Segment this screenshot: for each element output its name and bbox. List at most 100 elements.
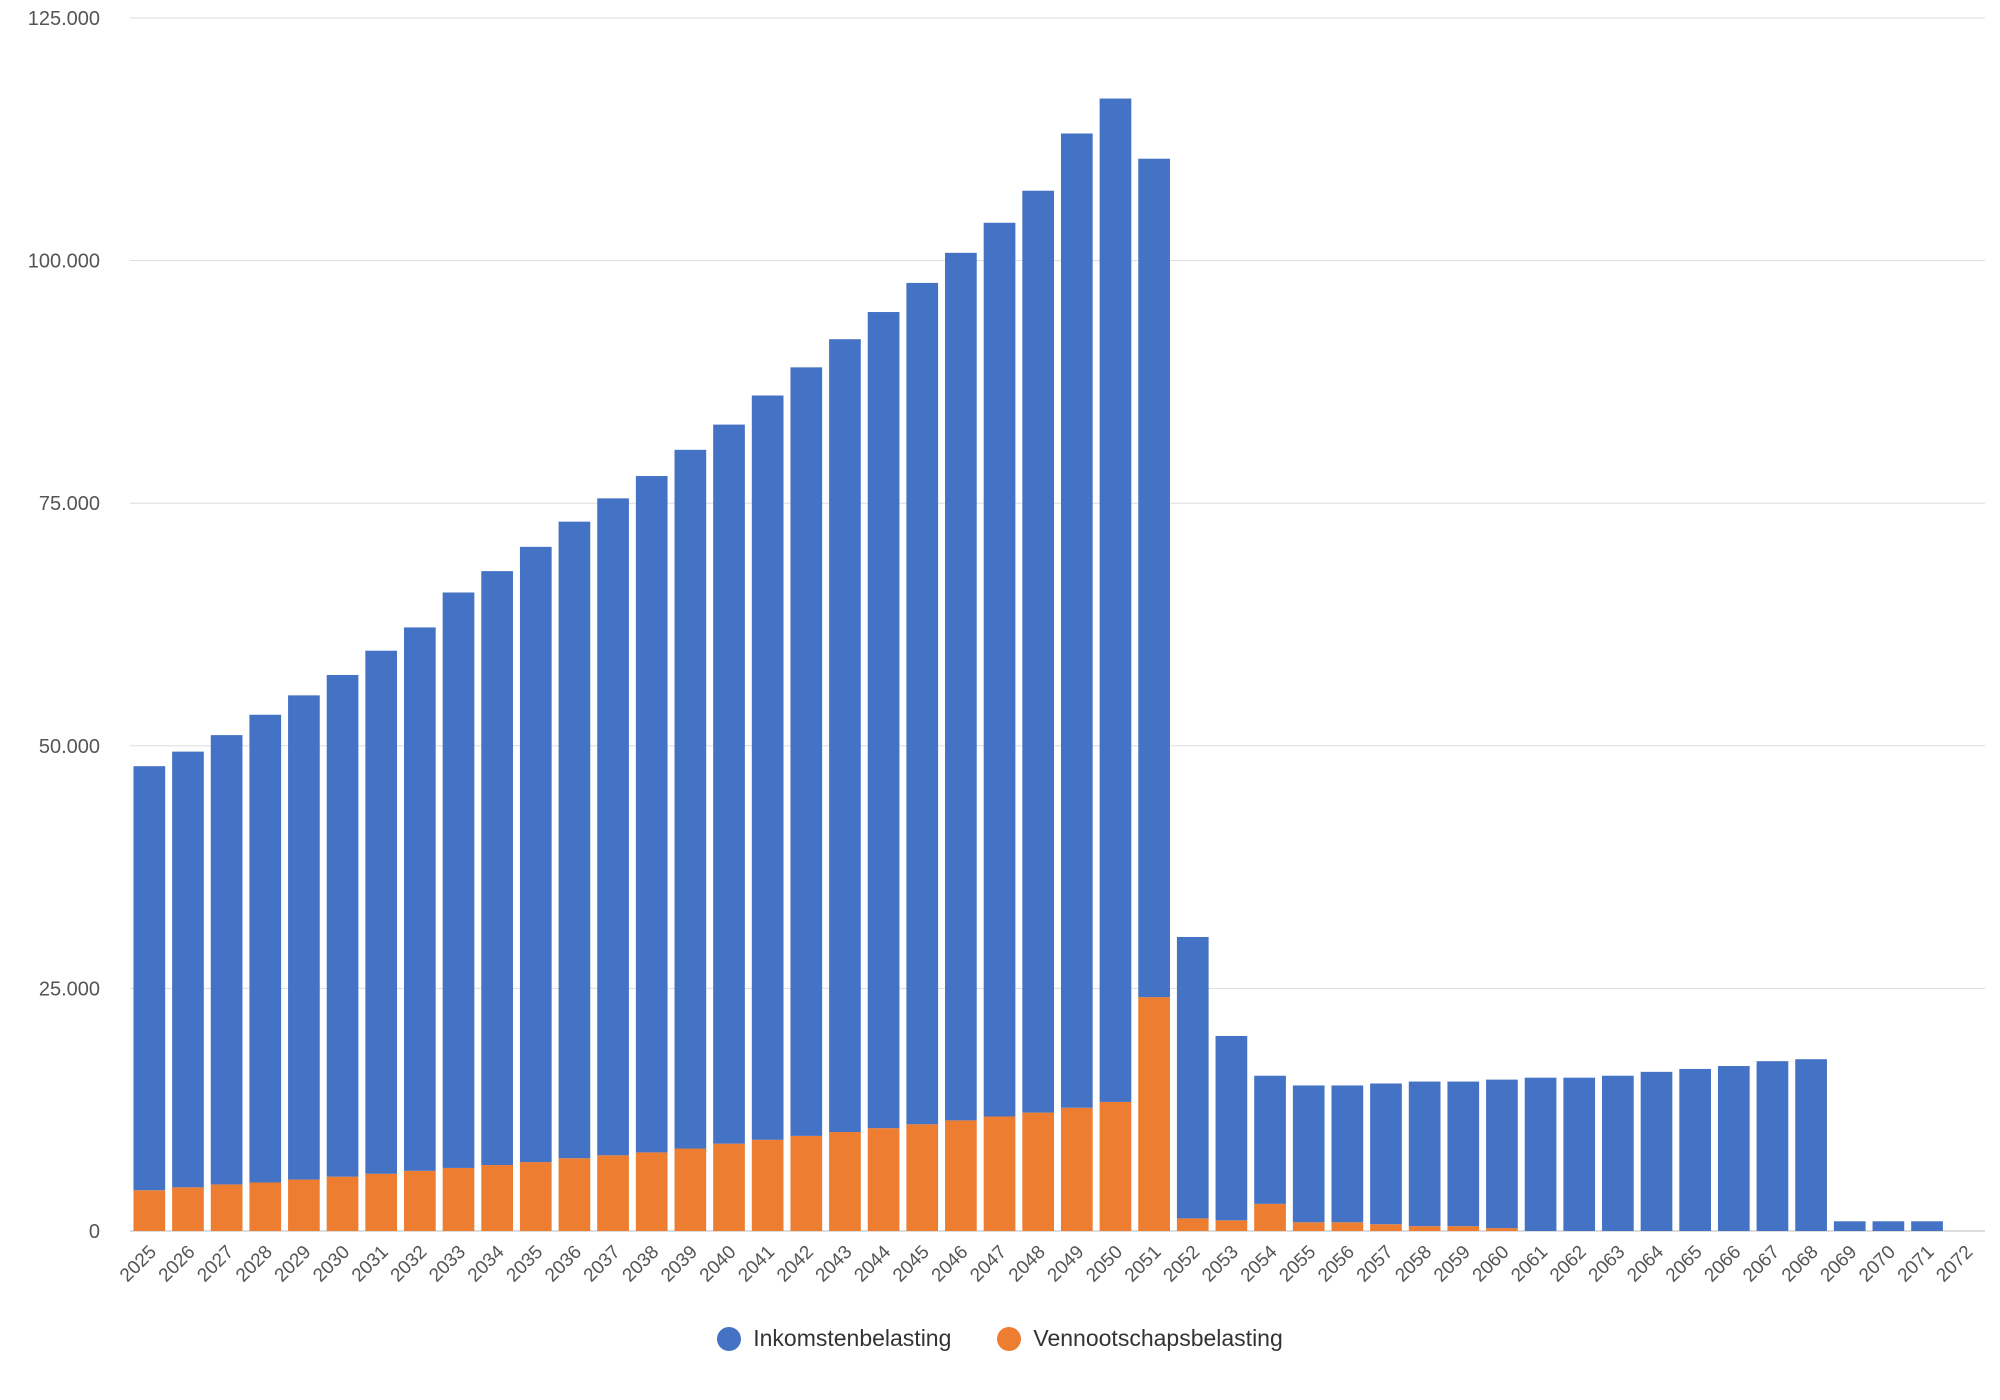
x-tick-label: 2044 [850, 1241, 895, 1286]
y-tick-label: 100.000 [28, 251, 100, 273]
x-tick-label: 2058 [1391, 1242, 1436, 1287]
bar-vennootschapsbelasting-2057 [1370, 1224, 1402, 1231]
bar-vennootschapsbelasting-2060 [1486, 1228, 1518, 1231]
bar-inkomstenbelasting-2032 [404, 627, 436, 1171]
bar-vennootschapsbelasting-2025 [133, 1190, 166, 1231]
x-tick-label: 2066 [1701, 1242, 1746, 1287]
x-tick-label: 2061 [1507, 1242, 1552, 1287]
x-tick-label: 2060 [1469, 1242, 1514, 1287]
y-tick-label: 25.000 [39, 978, 100, 1000]
bar-vennootschapsbelasting-2046 [945, 1120, 977, 1231]
x-tick-label: 2072 [1932, 1242, 1977, 1287]
x-tick-label: 2041 [734, 1242, 779, 1287]
x-tick-label: 2036 [541, 1242, 586, 1287]
x-tick-label: 2068 [1778, 1242, 1823, 1287]
bar-vennootschapsbelasting-2028 [249, 1182, 282, 1231]
bar-inkomstenbelasting-2052 [1176, 936, 1209, 1219]
bar-inkomstenbelasting-2060 [1486, 1079, 1518, 1229]
bar-inkomstenbelasting-2067 [1756, 1061, 1789, 1231]
bar-inkomstenbelasting-2027 [210, 735, 243, 1185]
bar-inkomstenbelasting-2045 [906, 282, 939, 1125]
x-tick-label: 2055 [1275, 1242, 1320, 1287]
legend-item-vennootschapsbelasting[interactable]: Vennootschapsbelasting [997, 1325, 1283, 1352]
bar-inkomstenbelasting-2028 [249, 714, 282, 1183]
bar-inkomstenbelasting-2025 [133, 766, 166, 1191]
bar-vennootschapsbelasting-2044 [867, 1128, 900, 1231]
bar-vennootschapsbelasting-2058 [1408, 1226, 1441, 1231]
bar-vennootschapsbelasting-2055 [1292, 1222, 1325, 1231]
bar-vennootschapsbelasting-2059 [1447, 1226, 1480, 1231]
x-tick-label: 2050 [1082, 1242, 1127, 1287]
x-tick-label: 2046 [928, 1242, 973, 1287]
bar-inkomstenbelasting-2037 [597, 498, 629, 1156]
y-tick-label: 0 [89, 1221, 100, 1243]
bar-inkomstenbelasting-2031 [365, 650, 398, 1174]
bar-vennootschapsbelasting-2051 [1138, 997, 1170, 1231]
legend-label: Inkomstenbelasting [753, 1325, 952, 1351]
x-tick-label: 2051 [1121, 1242, 1166, 1287]
bar-inkomstenbelasting-2040 [713, 424, 745, 1144]
x-tick-label: 2045 [889, 1242, 934, 1287]
bar-inkomstenbelasting-2066 [1717, 1066, 1750, 1231]
x-tick-label: 2028 [232, 1242, 277, 1287]
bar-vennootschapsbelasting-2032 [404, 1170, 436, 1231]
x-tick-label: 2065 [1662, 1242, 1707, 1287]
bar-inkomstenbelasting-2061 [1524, 1077, 1557, 1231]
x-tick-label: 2039 [657, 1242, 702, 1287]
bar-inkomstenbelasting-2046 [945, 252, 977, 1121]
x-tick-label: 2043 [812, 1242, 857, 1287]
bar-vennootschapsbelasting-2043 [829, 1132, 861, 1231]
bar-vennootschapsbelasting-2026 [172, 1187, 204, 1231]
bar-vennootschapsbelasting-2049 [1060, 1107, 1093, 1231]
x-tick-label: 2029 [271, 1242, 316, 1287]
bar-inkomstenbelasting-2059 [1447, 1081, 1480, 1227]
bar-inkomstenbelasting-2036 [558, 521, 591, 1159]
bar-vennootschapsbelasting-2036 [558, 1158, 591, 1231]
x-tick-label: 2063 [1585, 1242, 1630, 1287]
x-tick-label: 2054 [1237, 1241, 1282, 1286]
bar-inkomstenbelasting-2062 [1563, 1077, 1596, 1231]
bar-vennootschapsbelasting-2033 [442, 1167, 475, 1231]
x-tick-label: 2038 [619, 1242, 664, 1287]
bar-vennootschapsbelasting-2040 [713, 1143, 745, 1231]
bar-inkomstenbelasting-2065 [1679, 1068, 1711, 1231]
x-tick-label: 2032 [387, 1242, 432, 1287]
x-tick-label: 2052 [1160, 1242, 1205, 1287]
bar-vennootschapsbelasting-2041 [751, 1139, 784, 1231]
x-tick-label: 2025 [116, 1242, 161, 1287]
bar-inkomstenbelasting-2051 [1138, 158, 1170, 998]
stacked-bar-chart: 025.00050.00075.000100.000125.0002025202… [28, 8, 1985, 1287]
bar-inkomstenbelasting-2055 [1292, 1085, 1325, 1223]
x-tick-label: 2042 [773, 1242, 818, 1287]
legend-item-inkomstenbelasting[interactable]: Inkomstenbelasting [717, 1325, 951, 1352]
bar-inkomstenbelasting-2056 [1331, 1085, 1364, 1223]
x-tick-label: 2034 [464, 1241, 509, 1286]
bar-inkomstenbelasting-2049 [1060, 133, 1093, 1108]
bar-inkomstenbelasting-2035 [519, 546, 552, 1163]
x-tick-label: 2067 [1739, 1242, 1784, 1287]
bar-vennootschapsbelasting-2054 [1254, 1203, 1286, 1231]
x-tick-label: 2057 [1353, 1242, 1398, 1287]
bar-vennootschapsbelasting-2056 [1331, 1222, 1364, 1231]
y-tick-label: 125.000 [28, 8, 100, 30]
x-tick-label: 2037 [580, 1242, 625, 1287]
bar-inkomstenbelasting-2058 [1408, 1081, 1441, 1227]
bar-vennootschapsbelasting-2031 [365, 1173, 398, 1231]
bar-inkomstenbelasting-2044 [867, 312, 900, 1129]
bar-inkomstenbelasting-2069 [1833, 1221, 1866, 1231]
bar-inkomstenbelasting-2064 [1640, 1071, 1673, 1231]
bar-vennootschapsbelasting-2052 [1176, 1218, 1209, 1231]
x-tick-label: 2062 [1546, 1242, 1591, 1287]
bar-vennootschapsbelasting-2042 [790, 1135, 823, 1231]
x-tick-label: 2056 [1314, 1242, 1359, 1287]
bar-vennootschapsbelasting-2030 [326, 1176, 359, 1231]
bar-vennootschapsbelasting-2029 [288, 1179, 320, 1231]
bar-vennootschapsbelasting-2034 [481, 1165, 513, 1231]
bar-vennootschapsbelasting-2038 [635, 1152, 668, 1231]
x-tick-label: 2033 [425, 1242, 470, 1287]
x-tick-label: 2059 [1430, 1242, 1475, 1287]
bar-vennootschapsbelasting-2039 [674, 1148, 707, 1231]
x-tick-label: 2069 [1817, 1242, 1862, 1287]
x-tick-label: 2035 [503, 1242, 548, 1287]
